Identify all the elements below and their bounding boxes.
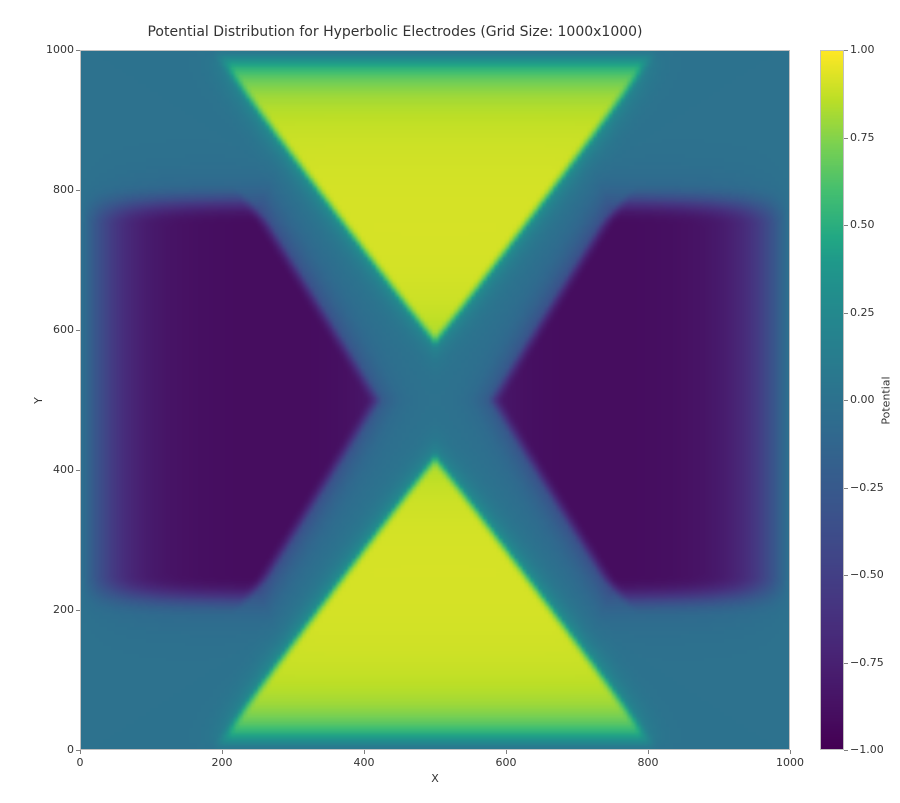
y-tick: 800	[53, 183, 74, 196]
colorbar-gradient	[821, 51, 843, 749]
y-tick: 1000	[46, 43, 74, 56]
heatmap-canvas	[81, 51, 789, 749]
y-tick-mark	[76, 330, 80, 331]
colorbar-tick-mark	[844, 400, 848, 401]
colorbar-tick-mark	[844, 663, 848, 664]
y-tick: 400	[53, 463, 74, 476]
heatmap-axes	[80, 50, 790, 750]
colorbar-tick-mark	[844, 488, 848, 489]
y-tick-mark	[76, 190, 80, 191]
x-tick-mark	[80, 750, 81, 754]
x-tick-mark	[506, 750, 507, 754]
colorbar-tick: 0.75	[850, 131, 875, 144]
x-tick: 200	[207, 756, 237, 769]
x-tick-mark	[648, 750, 649, 754]
y-tick: 0	[67, 743, 74, 756]
colorbar-tick-mark	[844, 313, 848, 314]
colorbar-tick-mark	[844, 225, 848, 226]
colorbar-tick: 0.50	[850, 218, 875, 231]
y-tick-mark	[76, 50, 80, 51]
y-axis-label-text: Y	[31, 397, 44, 404]
x-tick: 0	[65, 756, 95, 769]
colorbar	[820, 50, 844, 750]
y-tick-mark	[76, 470, 80, 471]
chart-title: Potential Distribution for Hyperbolic El…	[0, 24, 790, 40]
x-tick-mark	[222, 750, 223, 754]
colorbar-tick: 1.00	[850, 43, 875, 56]
x-axis-label: X	[80, 772, 790, 785]
colorbar-tick-mark	[844, 50, 848, 51]
y-tick-mark	[76, 610, 80, 611]
x-tick: 400	[349, 756, 379, 769]
y-tick-mark	[76, 750, 80, 751]
x-tick: 600	[491, 756, 521, 769]
colorbar-label: Potential	[878, 50, 894, 750]
colorbar-tick: 0.25	[850, 306, 875, 319]
x-tick-mark	[364, 750, 365, 754]
y-axis-label: Y	[30, 50, 46, 750]
y-tick: 200	[53, 603, 74, 616]
x-tick-mark	[790, 750, 791, 754]
colorbar-tick-mark	[844, 138, 848, 139]
colorbar-label-text: Potential	[880, 376, 893, 424]
x-tick: 1000	[775, 756, 805, 769]
x-tick: 800	[633, 756, 663, 769]
colorbar-tick: 0.00	[850, 393, 875, 406]
y-tick: 600	[53, 323, 74, 336]
colorbar-tick-mark	[844, 575, 848, 576]
colorbar-tick-mark	[844, 750, 848, 751]
figure: Potential Distribution for Hyperbolic El…	[0, 0, 900, 803]
